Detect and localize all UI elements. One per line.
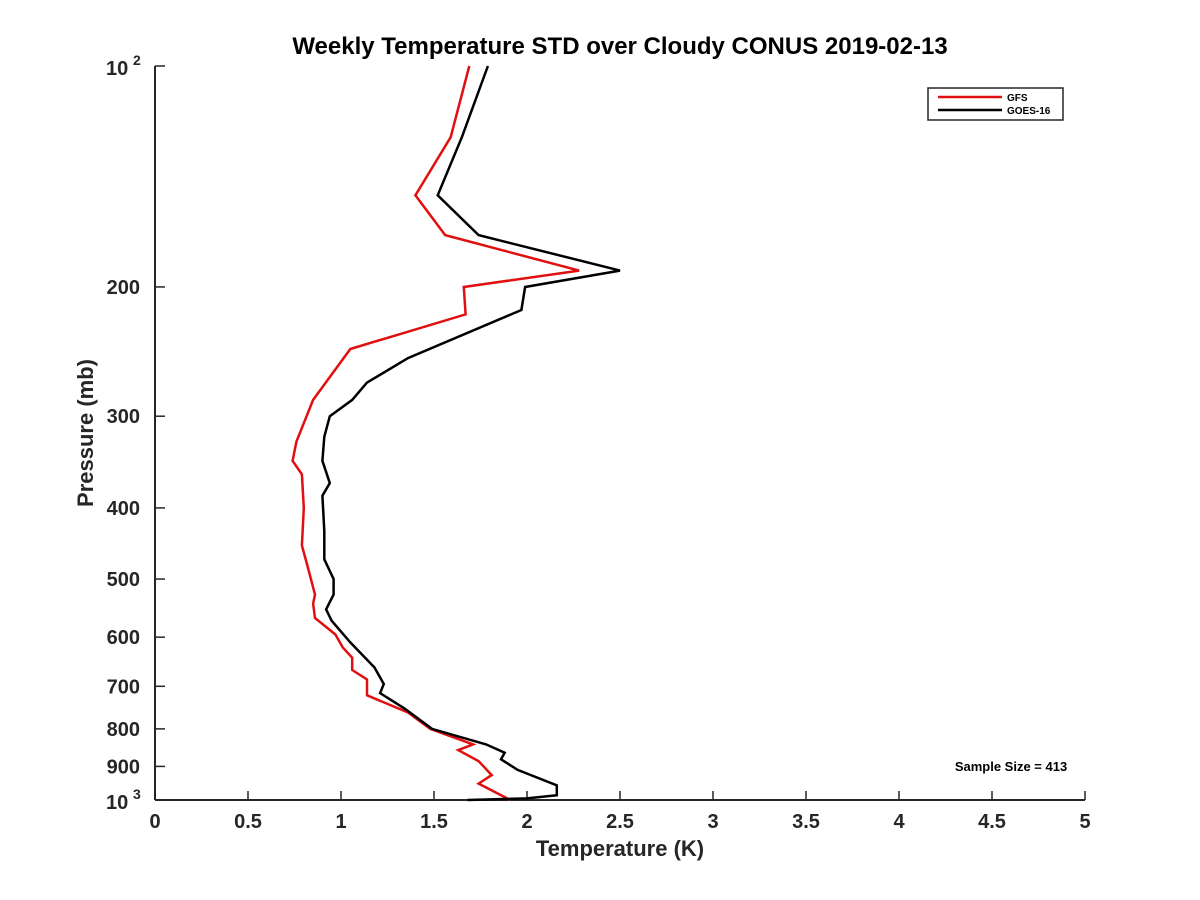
legend-label-gfs: GFS bbox=[1007, 93, 1028, 104]
y-tick-label: 200 bbox=[107, 277, 140, 299]
y-tick-exponent: 2 bbox=[133, 52, 141, 68]
legend-box bbox=[927, 87, 1064, 121]
axes bbox=[154, 66, 1085, 801]
x-axis-label: Temperature (K) bbox=[536, 836, 704, 861]
y-tick-label: 600 bbox=[107, 627, 140, 649]
x-tick-label: 4.5 bbox=[978, 811, 1006, 833]
x-tick-label: 3.5 bbox=[792, 811, 820, 833]
sample-size-annotation: Sample Size = 413 bbox=[955, 759, 1067, 774]
y-tick-label: 400 bbox=[107, 498, 140, 520]
y-tick-label: 800 bbox=[107, 719, 140, 741]
y-tick-label: 700 bbox=[107, 676, 140, 698]
x-tick-label: 1 bbox=[335, 811, 346, 833]
x-tick-label: 4 bbox=[893, 811, 905, 833]
y-tick-label: 10 bbox=[106, 58, 128, 80]
x-tick-label: 0 bbox=[149, 811, 160, 833]
x-tick-label: 1.5 bbox=[420, 811, 448, 833]
y-tick-label: 300 bbox=[107, 406, 140, 428]
legend-label-goes16: GOES-16 bbox=[1007, 106, 1051, 117]
y-axis-label: Pressure (mb) bbox=[73, 359, 98, 507]
series-line-goes16 bbox=[321, 65, 621, 802]
x-ticks: 0 0.5 1 1.5 2 2.5 3 3.5 4 4.5 5 bbox=[149, 791, 1091, 833]
x-tick-label: 2 bbox=[521, 811, 532, 833]
x-tick-label: 5 bbox=[1079, 811, 1090, 833]
y-ticks: 10 2 200 300 400 500 600 700 800 900 10 3 bbox=[106, 52, 165, 814]
y-tick-exponent: 3 bbox=[133, 786, 141, 802]
x-tick-label: 2.5 bbox=[606, 811, 634, 833]
x-tick-label: 0.5 bbox=[234, 811, 262, 833]
chart-title: Weekly Temperature STD over Cloudy CONUS… bbox=[292, 33, 947, 60]
y-tick-label: 10 bbox=[106, 792, 128, 814]
series-line-gfs bbox=[291, 65, 580, 802]
y-tick-label: 500 bbox=[107, 569, 140, 591]
y-tick-label: 900 bbox=[107, 756, 140, 778]
series-layer bbox=[291, 65, 621, 802]
legend: GFS GOES-16 bbox=[927, 87, 1064, 121]
x-tick-label: 3 bbox=[707, 811, 718, 833]
